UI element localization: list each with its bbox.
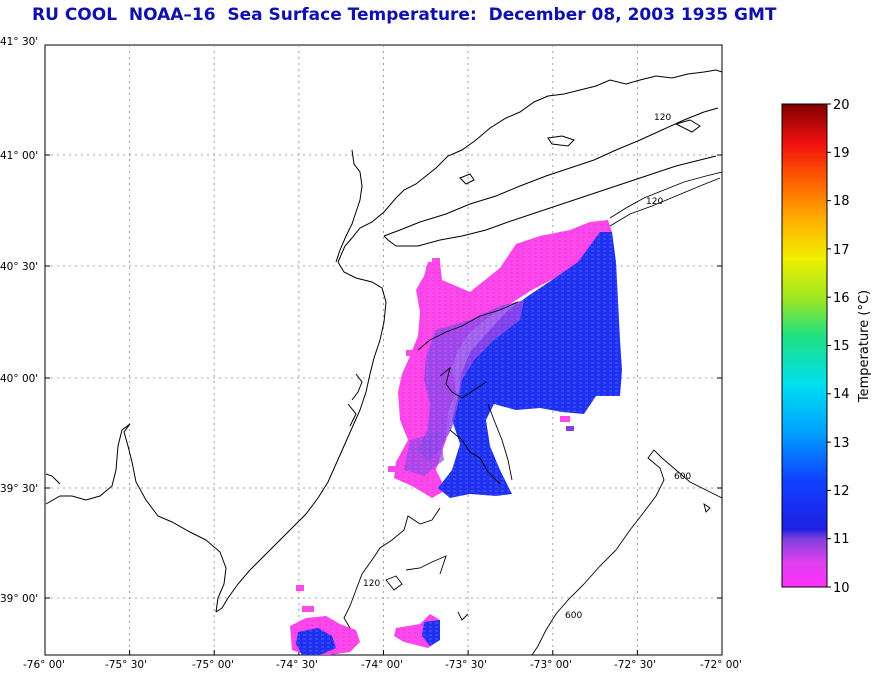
colorbar-tick-label: 20 [833, 98, 850, 113]
contour-label: 600 [565, 611, 582, 621]
colorbar-tick-label: 17 [833, 243, 850, 258]
sst-cold-band [394, 220, 612, 498]
lat-label: 41° 30' [0, 36, 38, 48]
coastline [45, 69, 722, 613]
colorbar-tick-label: 12 [833, 484, 850, 499]
colorbar-tick-label: 10 [833, 581, 850, 596]
lon-label: -75° 00' [192, 659, 234, 671]
lon-label: -75° 30' [105, 659, 147, 671]
lon-label: -73° 00' [530, 659, 572, 671]
frame-ticks [45, 154, 722, 655]
contour-label: 120 [654, 113, 671, 123]
colorbar-tick-label: 16 [833, 291, 850, 306]
colorbar-gradient [781, 103, 828, 588]
sst-field [290, 220, 622, 655]
colorbar-tick-label: 15 [833, 339, 850, 354]
lon-label: -74° 30' [276, 659, 318, 671]
colorbar-tick-label: 18 [833, 194, 850, 209]
colorbar: 20 19 18 17 16 15 14 13 12 11 10 Tempera… [781, 98, 872, 596]
lat-label: 41° 00' [0, 150, 38, 162]
contour-label: 120 [646, 197, 663, 207]
contour-label: 600 [674, 472, 691, 482]
lon-label: -73° 30' [445, 659, 487, 671]
lat-label: 39° 30' [0, 483, 38, 495]
lat-label: 40° 00' [0, 373, 38, 385]
page-title: RU COOL NOAA–16 Sea Surface Temperature:… [32, 5, 777, 25]
lat-label: 40° 30' [0, 261, 38, 273]
bathymetry-contours [343, 171, 722, 655]
colorbar-tick-label: 14 [833, 387, 850, 402]
colorbar-tick-label: 11 [833, 532, 850, 547]
contour-label: 120 [363, 579, 380, 589]
lon-label: -74° 00' [361, 659, 403, 671]
latitude-labels: 41° 30' 41° 00' 40° 30' 40° 00' 39° 30' … [0, 36, 38, 605]
lat-label: 39° 00' [0, 593, 38, 605]
lon-label: -72° 30' [614, 659, 656, 671]
lon-label: -76° 00' [23, 659, 65, 671]
sst-transition-zone [418, 300, 524, 462]
sst-warm-region [438, 232, 622, 498]
colorbar-tick-label: 19 [833, 146, 850, 161]
colorbar-title: Temperature (°C) [857, 290, 872, 403]
lon-label: -72° 00' [700, 659, 742, 671]
longitude-labels: -76° 00' -75° 30' -75° 00' -74° 30' -74°… [23, 659, 742, 671]
colorbar-tick-label: 13 [833, 436, 850, 451]
